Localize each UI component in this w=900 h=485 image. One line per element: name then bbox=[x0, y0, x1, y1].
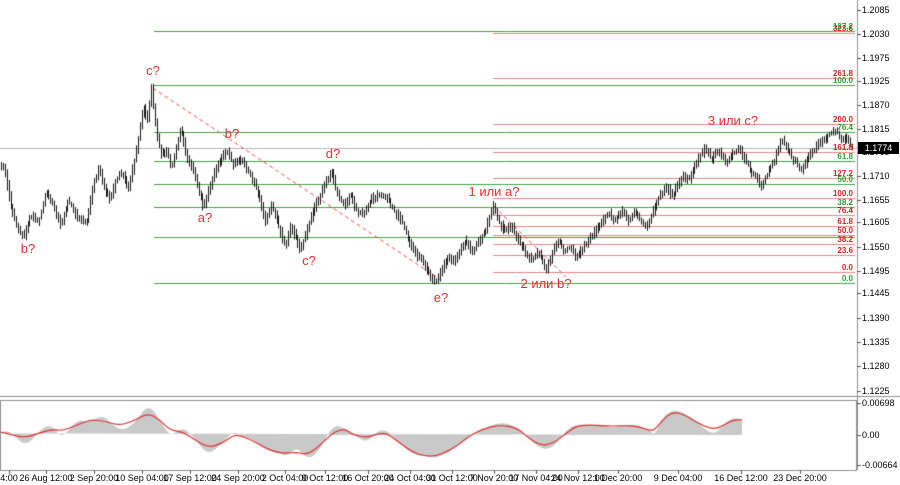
current-price-badge: 1.1774 bbox=[858, 141, 899, 154]
current-price-value: 1.1774 bbox=[864, 142, 893, 153]
